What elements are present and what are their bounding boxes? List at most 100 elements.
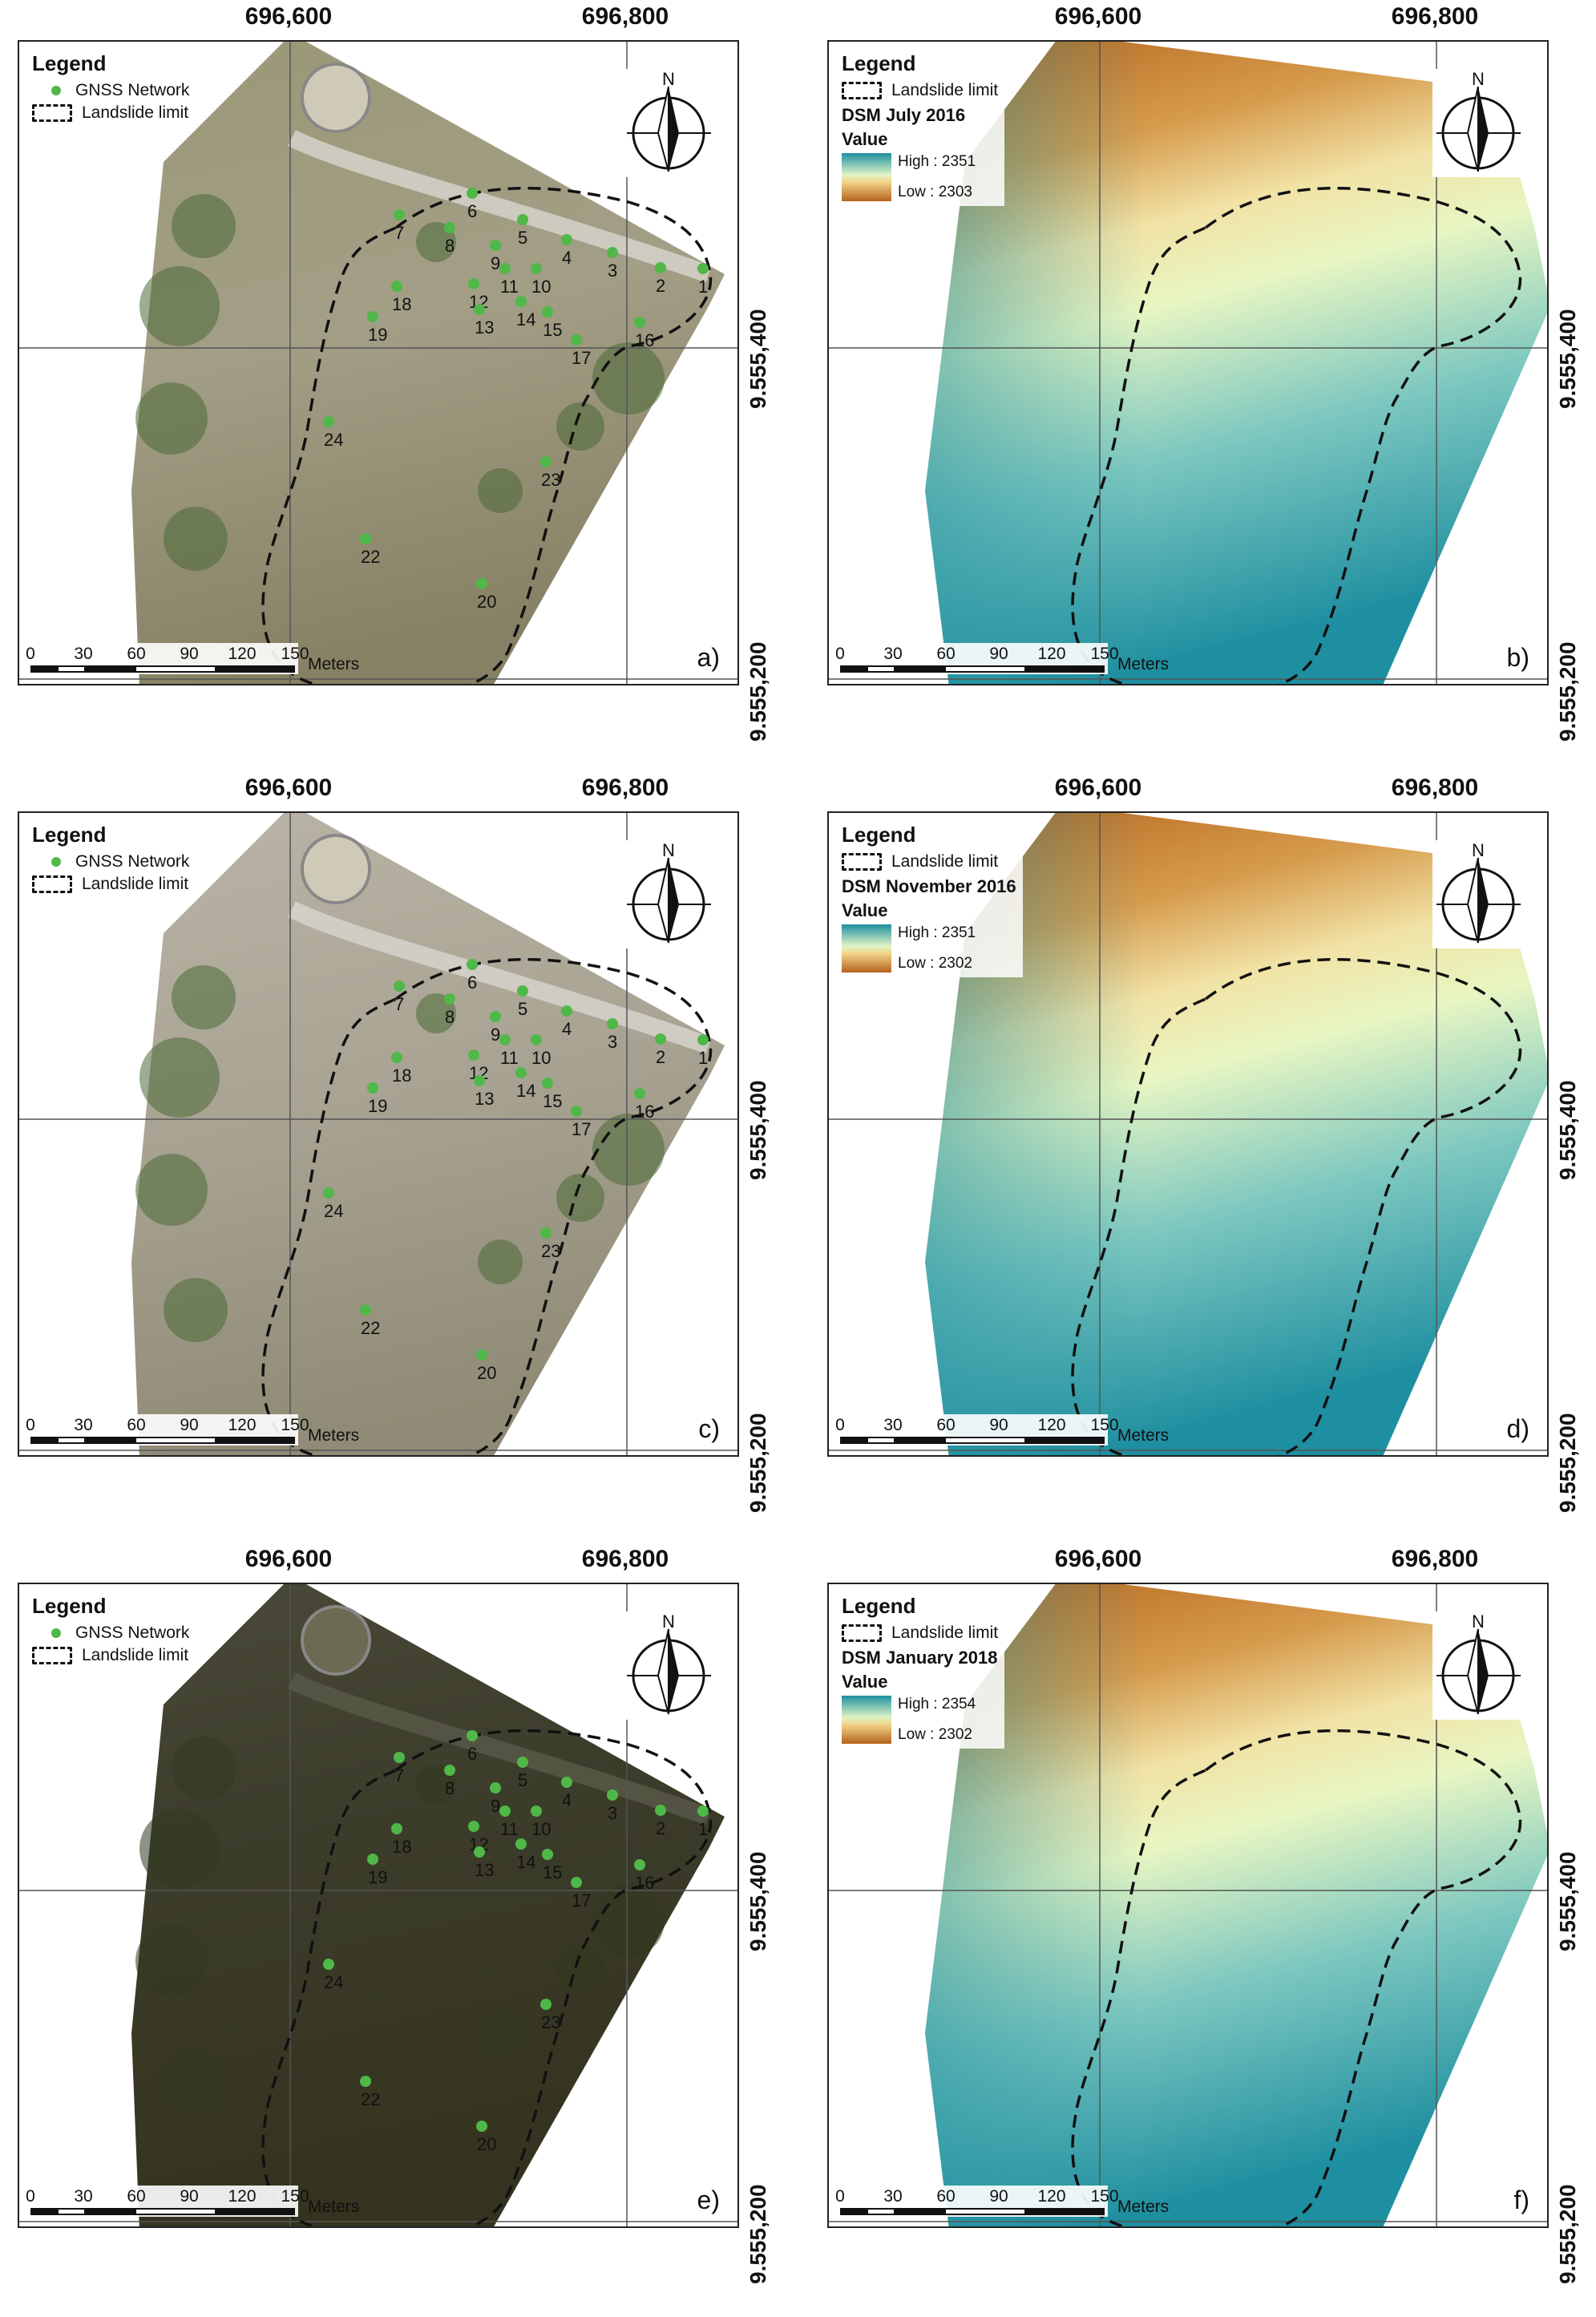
- gnss-point-4: [561, 1777, 572, 1788]
- gnss-dot-icon: [51, 86, 61, 95]
- legend-gnss: GNSS Network: [32, 852, 189, 871]
- gnss-point-11: [499, 1034, 511, 1045]
- y-coord-label: 9.555,200: [745, 1413, 770, 1513]
- scale-tick: 30: [74, 2187, 93, 2206]
- scale-tick: 60: [936, 645, 956, 663]
- gnss-label-8: 8: [445, 1007, 455, 1027]
- gnss-label-16: 16: [635, 1873, 654, 1893]
- gnss-point-17: [571, 1877, 582, 1888]
- scale-tick: 150: [1090, 645, 1119, 663]
- map-canvas: 123456789101112131415161718192021222324: [19, 813, 737, 1455]
- scale-tick: 150: [1090, 1416, 1119, 1434]
- gnss-label-4: 4: [562, 1790, 572, 1810]
- gnss-label-11: 11: [500, 277, 519, 297]
- gnss-point-5: [517, 1757, 528, 1768]
- gnss-point-15: [542, 1849, 553, 1860]
- legend-landslide-label: Landslide limit: [891, 1624, 999, 1642]
- gnss-point-3: [607, 247, 618, 258]
- gnss-label-19: 19: [368, 325, 387, 345]
- legend-title: Legend: [842, 1594, 916, 1618]
- gnss-label-16: 16: [635, 330, 654, 350]
- scale-bar: 0 30 60 90 120 150 Meters: [26, 2186, 359, 2217]
- scale-bar: 0 30 60 90 120 150 Meters: [26, 643, 359, 674]
- map-canvas: 123456789101112131415161718192021222324: [19, 42, 737, 684]
- gnss-point-24: [323, 1187, 334, 1199]
- legend-title: Legend: [32, 823, 107, 847]
- scale-tick: 60: [127, 645, 146, 663]
- scale-tick: 90: [180, 645, 199, 663]
- north-label: N: [662, 840, 675, 860]
- gnss-label-23: 23: [541, 2012, 560, 2032]
- gnss-label-9: 9: [491, 1796, 500, 1816]
- map-canvas: [829, 42, 1547, 684]
- legend: Legend GNSS Network Landslide limit: [27, 1591, 196, 1673]
- scale-tick: 150: [1090, 2187, 1119, 2206]
- gnss-point-16: [634, 317, 645, 328]
- gnss-label-10: 10: [531, 1048, 551, 1068]
- legend-landslide: Landslide limit: [842, 852, 1016, 871]
- gnss-label-24: 24: [324, 1201, 343, 1221]
- gnss-point-2: [655, 1805, 666, 1816]
- gnss-label-14: 14: [516, 1081, 535, 1101]
- scale-bar: 0 30 60 90 120 150 Meters: [835, 1414, 1169, 1446]
- scale-tick: 120: [1037, 1416, 1066, 1434]
- ramp-high-label: High : 2351: [898, 153, 976, 170]
- legend-landslide-label: Landslide limit: [891, 81, 999, 99]
- gnss-label-2: 2: [656, 1047, 665, 1067]
- gnss-label-3: 3: [608, 1803, 617, 1823]
- scale-tick: 0: [835, 645, 845, 663]
- gnss-point-16: [634, 1088, 645, 1099]
- map-panel-c: 123456789101112131415161718192021222324L…: [18, 811, 739, 1457]
- gnss-point-14: [515, 296, 527, 307]
- ramp-high-label: High : 2351: [898, 924, 976, 941]
- x-coord-label: 696,800: [1391, 774, 1479, 801]
- legend-title: Legend: [842, 823, 916, 847]
- gnss-point-11: [499, 263, 511, 274]
- gnss-point-13: [474, 304, 485, 315]
- scale-bar: 0 30 60 90 120 150 Meters: [835, 2186, 1169, 2217]
- landslide-limit: [261, 186, 713, 684]
- x-coord-label: 696,600: [1054, 3, 1142, 30]
- gnss-point-10: [531, 263, 542, 274]
- legend-landslide-label: Landslide limit: [891, 852, 999, 871]
- gnss-label-5: 5: [518, 1770, 527, 1790]
- scale-tick: 30: [883, 645, 903, 663]
- gnss-label-3: 3: [608, 261, 617, 281]
- x-coord-label: 696,800: [581, 1546, 669, 1572]
- map-panel-b: Legend Landslide limit DSM July 2016 Value H…: [827, 40, 1549, 685]
- gnss-point-23: [540, 1999, 552, 2010]
- gnss-point-9: [490, 1782, 501, 1793]
- gnss-point-12: [468, 1049, 479, 1061]
- north-label: N: [1472, 1611, 1485, 1632]
- gnss-point-6: [467, 959, 478, 970]
- y-coord-label: 9.555,400: [1555, 1080, 1580, 1180]
- gnss-label-22: 22: [361, 2089, 380, 2109]
- gnss-label-18: 18: [392, 1837, 411, 1857]
- ramp-low-label: Low : 2303: [898, 184, 972, 200]
- gnss-point-24: [323, 1959, 334, 1970]
- gnss-label-1: 1: [698, 277, 708, 297]
- north-arrow-icon: N: [1432, 69, 1525, 177]
- gnss-point-15: [542, 1078, 553, 1089]
- legend-landslide: Landslide limit: [842, 81, 998, 100]
- gnss-label-16: 16: [635, 1102, 654, 1122]
- gnss-point-12: [468, 1821, 479, 1832]
- legend: Legend Landslide limit DSM January 2018 Val…: [837, 1591, 1005, 1749]
- ramp-high-label: High : 2354: [898, 1696, 976, 1712]
- scale-tick: 60: [936, 1416, 956, 1434]
- map-panel-d: Legend Landslide limit DSM November 2016 Va…: [827, 811, 1549, 1457]
- y-coord-label: 9.555,200: [1555, 2184, 1580, 2284]
- legend-gnss: GNSS Network: [32, 81, 189, 100]
- map-panel-e: 123456789101112131415161718192021222324L…: [18, 1583, 739, 2228]
- north-arrow-icon: N: [623, 1611, 715, 1720]
- gnss-point-2: [655, 1033, 666, 1045]
- dashed-box-icon: [842, 1624, 882, 1642]
- gnss-label-10: 10: [531, 1819, 551, 1839]
- gnss-label-1: 1: [698, 1048, 708, 1068]
- north-label: N: [662, 1611, 675, 1632]
- x-coord-label: 696,600: [244, 1546, 333, 1572]
- gnss-label-14: 14: [516, 309, 535, 330]
- scale-tick: 30: [74, 1416, 93, 1434]
- gnss-point-4: [561, 234, 572, 245]
- color-ramp: High : 2351 Low : 2303: [842, 153, 998, 201]
